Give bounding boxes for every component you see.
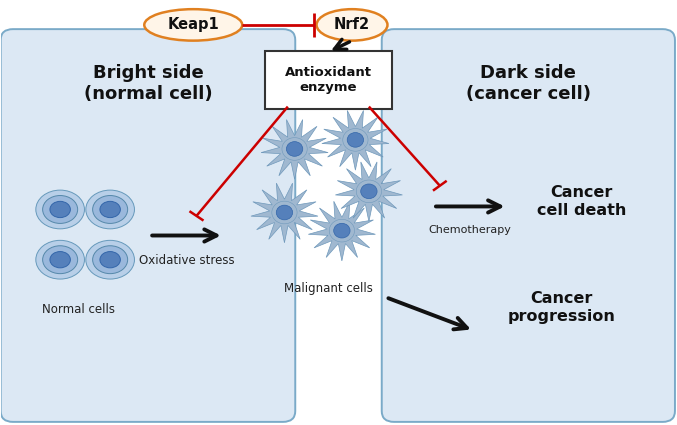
Ellipse shape <box>86 190 135 229</box>
Ellipse shape <box>43 246 78 274</box>
Text: Oxidative stress: Oxidative stress <box>139 254 234 266</box>
Polygon shape <box>322 110 389 170</box>
Ellipse shape <box>144 9 242 41</box>
Text: Cancer
progression: Cancer progression <box>508 291 615 323</box>
Polygon shape <box>251 183 318 243</box>
FancyBboxPatch shape <box>265 51 392 109</box>
Ellipse shape <box>50 252 70 268</box>
Ellipse shape <box>50 201 70 218</box>
Circle shape <box>334 223 350 238</box>
Text: Normal cells: Normal cells <box>42 303 115 316</box>
FancyBboxPatch shape <box>382 29 675 422</box>
Polygon shape <box>261 119 328 179</box>
Circle shape <box>361 184 377 198</box>
Text: Nrf2: Nrf2 <box>334 17 370 32</box>
Ellipse shape <box>100 201 121 218</box>
Text: Antioxidant
enzyme: Antioxidant enzyme <box>285 66 372 94</box>
Polygon shape <box>308 201 376 261</box>
Ellipse shape <box>36 240 85 279</box>
Ellipse shape <box>93 246 128 274</box>
Circle shape <box>276 205 292 220</box>
Text: Cancer
cell death: Cancer cell death <box>537 185 626 218</box>
Ellipse shape <box>86 240 135 279</box>
Circle shape <box>286 142 303 156</box>
Polygon shape <box>335 162 402 221</box>
FancyBboxPatch shape <box>1 29 295 422</box>
Circle shape <box>347 133 364 147</box>
Ellipse shape <box>93 196 128 224</box>
Ellipse shape <box>36 190 85 229</box>
Ellipse shape <box>317 9 387 41</box>
Text: Keap1: Keap1 <box>167 17 219 32</box>
Text: Bright side
(normal cell): Bright side (normal cell) <box>84 64 213 103</box>
Ellipse shape <box>100 252 121 268</box>
Text: Malignant cells: Malignant cells <box>284 282 373 295</box>
Text: Chemotherapy: Chemotherapy <box>429 224 512 235</box>
Ellipse shape <box>43 196 78 224</box>
Text: Dark side
(cancer cell): Dark side (cancer cell) <box>466 64 591 103</box>
